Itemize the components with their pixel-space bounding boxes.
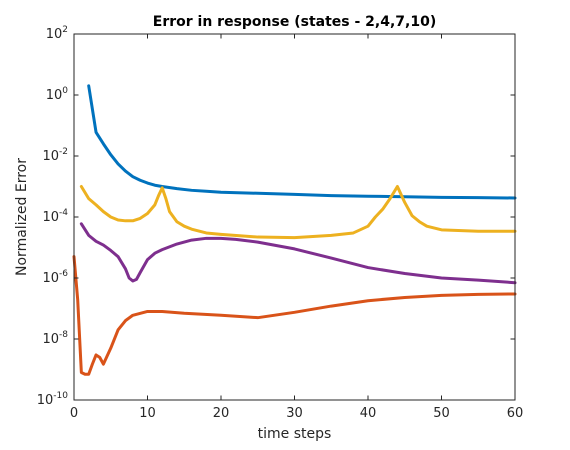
series-line-2 bbox=[79, 185, 517, 240]
y-axis-title: Normalized Error bbox=[14, 158, 30, 276]
series-line-3 bbox=[79, 222, 517, 285]
y-tick-label: 10-6 bbox=[42, 269, 68, 286]
x-tick-label: 40 bbox=[360, 406, 377, 421]
y-tick-label: 100 bbox=[46, 86, 69, 103]
y-tick-label: 102 bbox=[46, 25, 68, 42]
series-layer bbox=[72, 84, 517, 376]
x-tick-label: 30 bbox=[286, 406, 303, 421]
y-tick-label: 10-4 bbox=[42, 208, 68, 225]
series-line-1 bbox=[87, 84, 517, 200]
y-tick-label: 10-8 bbox=[42, 330, 68, 347]
x-tick-label: 10 bbox=[139, 406, 156, 421]
y-tick-label: 10-10 bbox=[37, 391, 69, 408]
series-line-4 bbox=[72, 255, 517, 376]
x-tick-label: 20 bbox=[213, 406, 230, 421]
x-tick-label: 50 bbox=[433, 406, 450, 421]
x-tick-label: 0 bbox=[70, 406, 78, 421]
x-tick-label: 60 bbox=[507, 406, 524, 421]
tick-layer: 0 10 20 30 40 50 60 10-10 10-8 10-6 10-4 10-2 100 102 bbox=[37, 25, 524, 421]
chart-title: Error in response (states - 2,4,7,10) bbox=[153, 14, 436, 30]
x-axis-title: time steps bbox=[258, 426, 332, 442]
y-tick-label: 10-2 bbox=[42, 147, 68, 164]
